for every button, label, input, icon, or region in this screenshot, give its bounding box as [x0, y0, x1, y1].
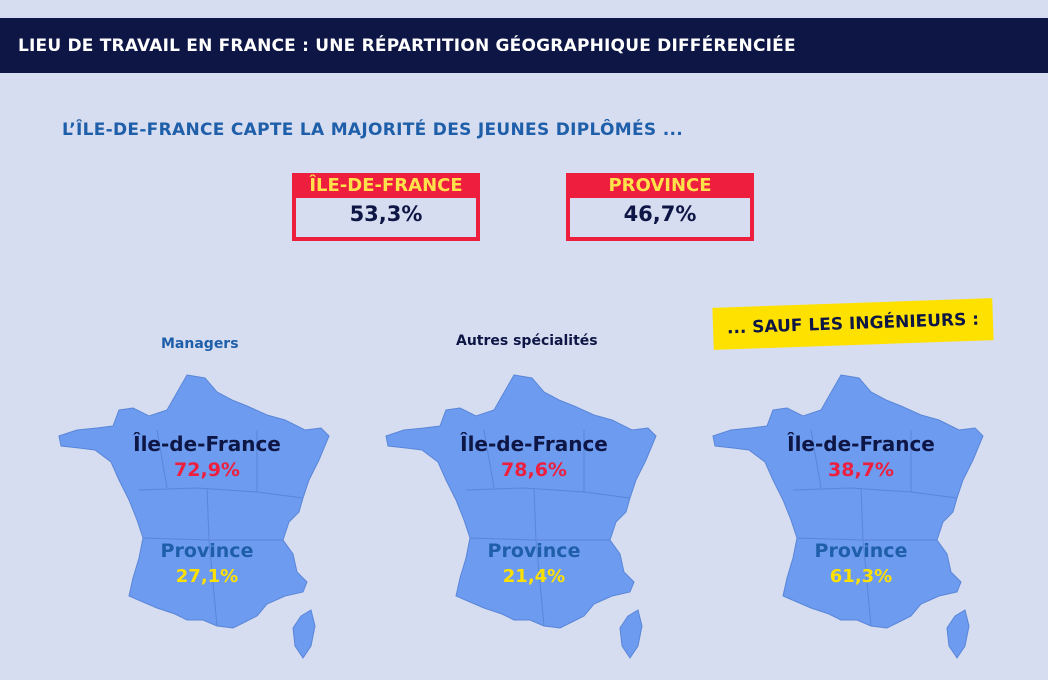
total-province-value: 46,7%	[570, 198, 750, 237]
map-idf-value: 72,9%	[174, 459, 240, 481]
subtitle: L’ÎLE-DE-FRANCE CAPTE LA MAJORITÉ DES JE…	[62, 120, 683, 140]
highlight-banner: ... SAUF LES INGÉNIEURS :	[712, 298, 994, 350]
france-map-icon	[58, 374, 330, 659]
total-idf-value: 53,3%	[296, 198, 476, 237]
france-map-icon	[385, 374, 657, 659]
total-idf-box: ÎLE-DE-FRANCE 53,3%	[292, 173, 480, 241]
map-idf-name: Île-de-France	[133, 432, 281, 456]
map-province-name: Province	[160, 540, 254, 562]
page-title: LIEU DE TRAVAIL EN FRANCE : UNE RÉPARTIT…	[18, 35, 796, 56]
panel-label-managers: Managers	[161, 336, 239, 352]
map-province-value: 61,3%	[829, 566, 893, 587]
map-panel-ingenieurs: Île-de-France 38,7% Province 61,3%	[711, 370, 1011, 670]
map-province-value: 27,1%	[175, 566, 239, 587]
map-province-name: Province	[814, 540, 908, 562]
france-map-icon	[712, 374, 984, 659]
total-idf-label: ÎLE-DE-FRANCE	[309, 175, 463, 196]
panel-label-autres: Autres spécialités	[456, 333, 598, 349]
map-idf-value: 78,6%	[501, 459, 567, 481]
total-province-label: PROVINCE	[608, 175, 712, 196]
header-bar: LIEU DE TRAVAIL EN FRANCE : UNE RÉPARTIT…	[0, 18, 1048, 73]
map-province-name: Province	[487, 540, 581, 562]
map-panel-autres: Île-de-France 78,6% Province 21,4%	[384, 370, 684, 670]
map-idf-value: 38,7%	[828, 459, 894, 481]
map-idf-name: Île-de-France	[787, 432, 935, 456]
map-province-value: 21,4%	[502, 566, 566, 587]
map-idf-name: Île-de-France	[460, 432, 608, 456]
total-province-box: PROVINCE 46,7%	[566, 173, 754, 241]
map-panel-managers: Île-de-France 72,9% Province 27,1%	[57, 370, 357, 670]
